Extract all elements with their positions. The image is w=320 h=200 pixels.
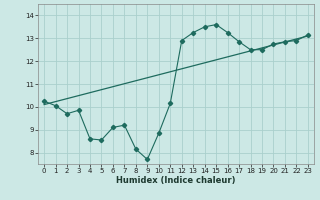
X-axis label: Humidex (Indice chaleur): Humidex (Indice chaleur) xyxy=(116,176,236,185)
